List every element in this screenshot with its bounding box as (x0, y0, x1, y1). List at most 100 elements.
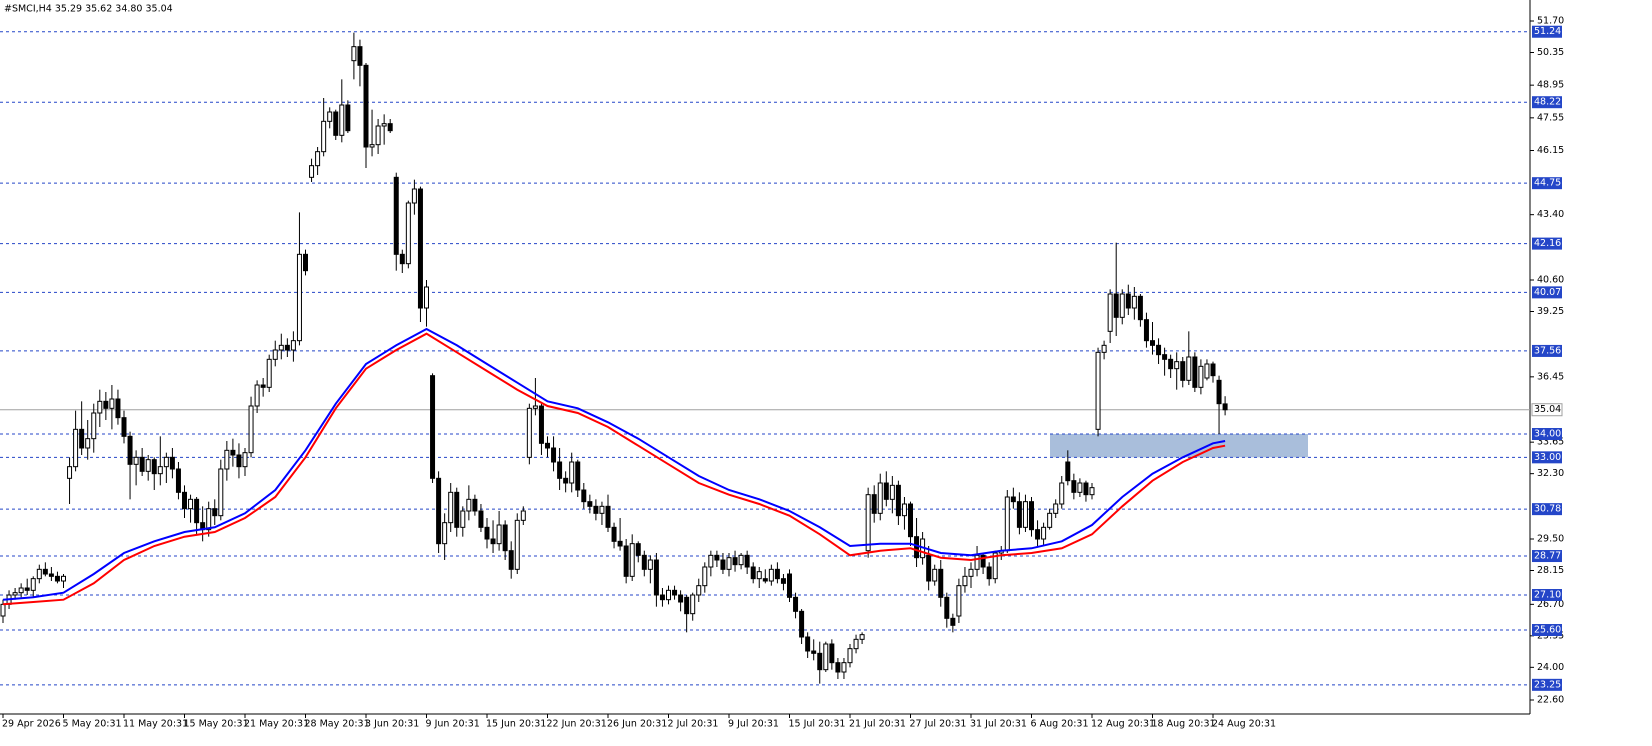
candle-body (853, 638, 859, 650)
candle-body (1198, 365, 1204, 388)
candle-body (557, 461, 563, 479)
candle-body (538, 405, 544, 444)
candle-body (248, 405, 254, 454)
candle-body (992, 552, 998, 580)
x-tick-label: 9 Jun 20:31 (426, 719, 480, 730)
level-label-box (1532, 589, 1562, 601)
candle-body (115, 398, 121, 419)
candle-body (1210, 363, 1216, 377)
candle-body (242, 452, 248, 468)
candle-body (472, 498, 478, 512)
y-tick-label: 24.00 (1537, 662, 1564, 673)
level-label-box (1532, 237, 1562, 250)
candle-body (97, 400, 103, 414)
candle-body (1022, 501, 1028, 528)
candle-body (466, 498, 472, 512)
candle-body (224, 449, 230, 470)
candle-body (1065, 461, 1071, 482)
candle-body (278, 344, 284, 351)
x-tick-label: 24 Aug 20:31 (1212, 719, 1276, 730)
candle-body (206, 508, 212, 531)
candle-body (1016, 501, 1022, 528)
support-zone (1050, 434, 1308, 458)
level-label-box (1532, 451, 1562, 464)
candle-body (762, 578, 768, 582)
candle-body (387, 123, 393, 132)
y-tick-label: 26.70 (1537, 599, 1564, 610)
candle-body (30, 578, 36, 591)
candle-body (859, 634, 865, 640)
candle-body (932, 568, 938, 582)
y-tick-label: 47.55 (1537, 112, 1564, 123)
candle-body (296, 253, 302, 342)
x-tick-label: 3 Jun 20:31 (365, 719, 419, 730)
candle-body (182, 491, 187, 510)
candle-body (309, 165, 315, 178)
candle-body (883, 482, 889, 500)
candle-body (194, 498, 200, 524)
candle-body (545, 442, 550, 449)
candle-body (986, 566, 992, 580)
candle-body (1174, 361, 1180, 370)
candle-body (290, 340, 296, 351)
level-label: 48.22 (1534, 97, 1561, 108)
candle-body (1035, 529, 1041, 540)
candle-body (399, 253, 405, 265)
x-tick-label: 22 Jun 20:31 (547, 719, 607, 730)
candle-body (67, 466, 73, 479)
candle-body (871, 494, 877, 514)
candle-body (1047, 512, 1053, 528)
candle-body (617, 540, 623, 547)
candle-body (726, 557, 732, 570)
candle-body (478, 510, 484, 528)
candle-body (756, 571, 762, 580)
candle-body (1204, 363, 1210, 379)
candle-body (218, 468, 224, 517)
candle-body (339, 104, 345, 136)
candle-body (750, 566, 756, 580)
candle-body (805, 636, 811, 652)
candle-body (109, 398, 115, 409)
candle-body (91, 412, 97, 440)
candle-body (315, 151, 321, 167)
candle-body (175, 468, 181, 493)
candle-body (647, 559, 653, 570)
candle-body (641, 554, 647, 570)
candle-body (938, 568, 944, 598)
level-label-box (1532, 96, 1562, 109)
level-label: 40.07 (1534, 287, 1561, 298)
candle-body (145, 459, 151, 472)
candle-body (581, 489, 587, 503)
candle-body (526, 407, 532, 458)
candle-body (1186, 356, 1192, 381)
candle-body (54, 575, 60, 582)
x-tick-label: 6 Aug 20:31 (1031, 719, 1089, 730)
candle-body (629, 543, 635, 577)
candle-body (563, 477, 569, 484)
level-label: 44.75 (1534, 178, 1561, 189)
candle-body (823, 643, 829, 671)
candle-body (659, 594, 665, 601)
candle-body (42, 568, 48, 575)
candle-body (744, 554, 750, 568)
candle-body (1089, 487, 1095, 496)
candle-body (357, 46, 363, 66)
candle-body (1101, 344, 1107, 353)
candle-body (266, 358, 272, 388)
x-tick-label: 27 Jul 20:31 (910, 719, 967, 730)
candle-body (732, 557, 738, 566)
candle-body (895, 484, 901, 517)
candle-body (1059, 482, 1065, 505)
candle-body (1222, 403, 1228, 411)
candle-body (163, 456, 169, 468)
candle-body (448, 491, 454, 524)
candle-body (1131, 295, 1137, 309)
candle-body (303, 253, 308, 272)
candle-body (569, 461, 575, 484)
candle-body (48, 573, 54, 577)
x-tick-label: 21 May 20:31 (244, 719, 309, 730)
candle-body (768, 568, 774, 582)
level-label-box (1532, 550, 1562, 563)
candle-body (12, 592, 18, 596)
candle-body (436, 477, 442, 545)
